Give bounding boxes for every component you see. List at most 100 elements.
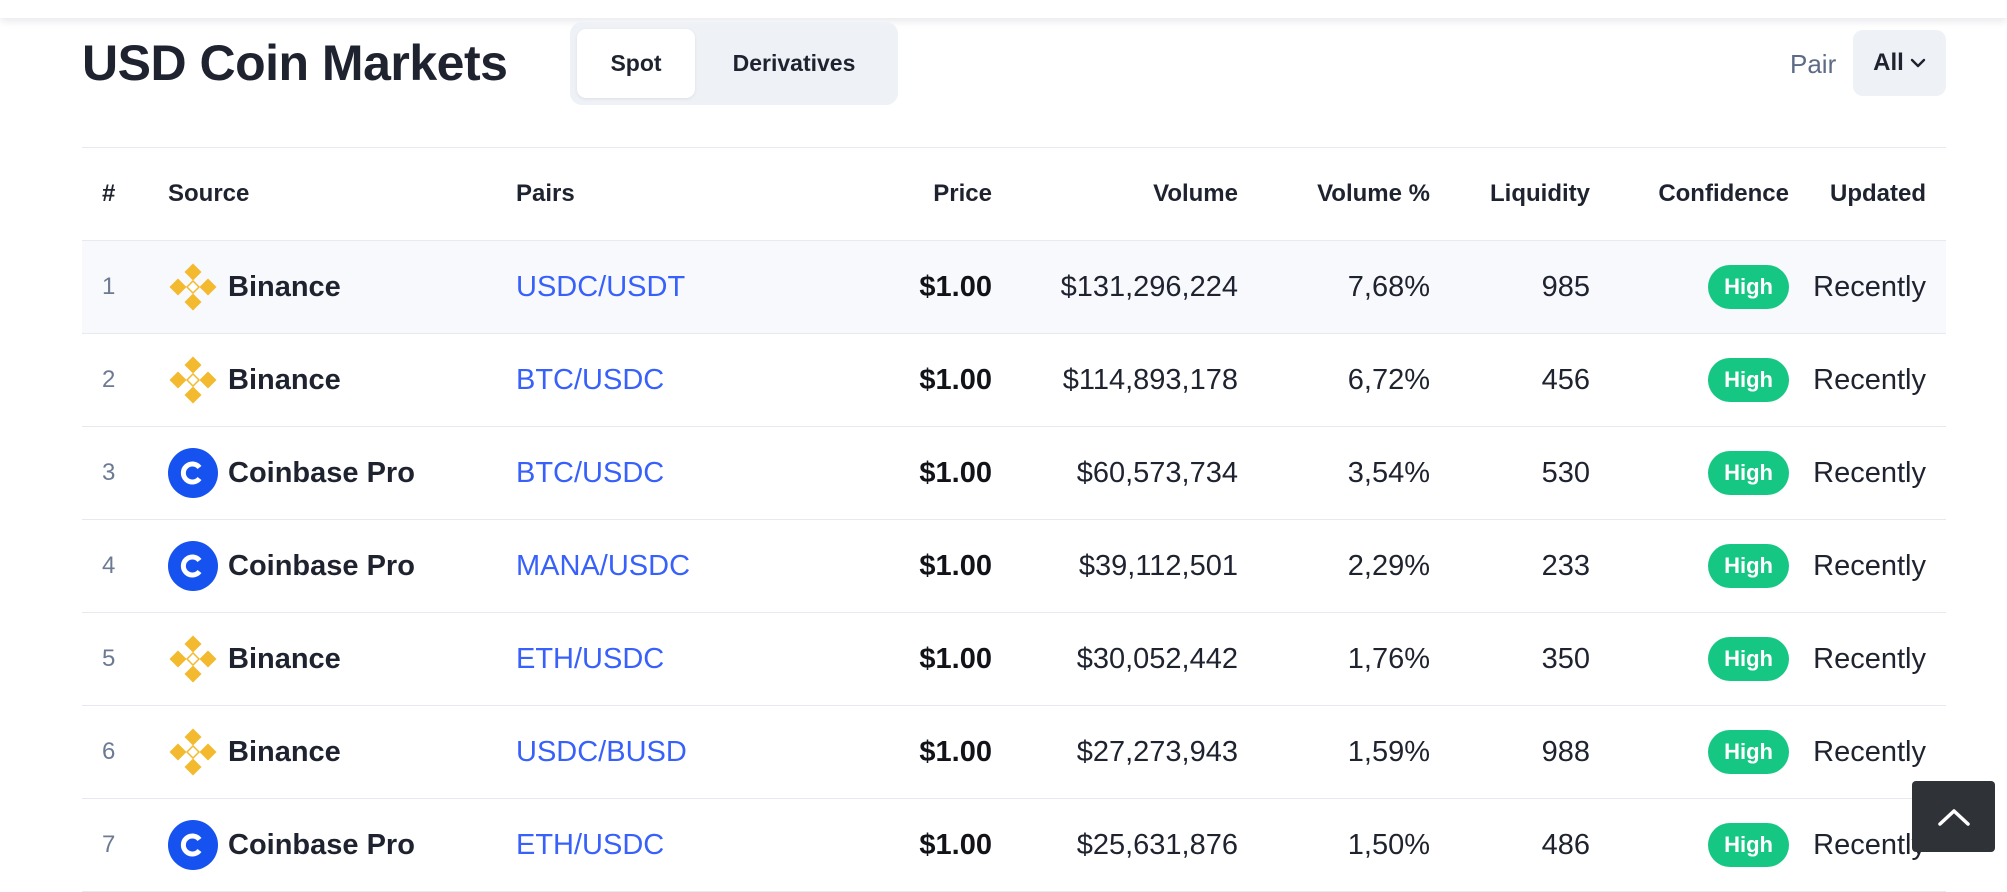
source-name: Coinbase Pro <box>228 828 415 861</box>
pair-link[interactable]: USDC/BUSD <box>516 735 687 768</box>
row-rank: 6 <box>102 738 116 765</box>
row-rank: 2 <box>102 366 116 393</box>
row-source[interactable]: Binance <box>168 334 341 426</box>
source-name: Binance <box>228 642 341 675</box>
row-updated: Recently <box>1813 642 1926 675</box>
row-source[interactable]: Coinbase Pro <box>168 520 415 612</box>
row-volume: $39,112,501 <box>1078 549 1238 582</box>
row-liquidity: 350 <box>1541 642 1590 675</box>
row-liquidity: 233 <box>1541 549 1590 582</box>
column-header-liquidity[interactable]: Liquidity <box>1490 180 1590 207</box>
table-row[interactable]: 6 Binance USDC/BUSD $1.00 $27,273,943 1,59% 98… <box>82 706 1946 799</box>
row-volume: $25,631,876 <box>1076 828 1238 861</box>
pair-link[interactable]: ETH/USDC <box>516 828 665 861</box>
column-header-volume[interactable]: Volume <box>1153 180 1238 207</box>
market-type-toggle: Spot Derivatives <box>570 22 898 105</box>
binance-icon <box>168 355 218 405</box>
row-source[interactable]: Coinbase Pro <box>168 427 415 519</box>
row-volume-percent: 1,59% <box>1347 735 1430 768</box>
pair-link[interactable]: ETH/USDC <box>516 642 665 675</box>
chevron-up-icon <box>1937 808 1970 826</box>
row-liquidity: 486 <box>1541 828 1590 861</box>
row-updated: Recently <box>1813 828 1926 861</box>
row-updated: Recently <box>1813 456 1926 489</box>
tab-derivatives[interactable]: Derivatives <box>732 50 856 76</box>
row-confidence: High <box>1708 613 1789 705</box>
column-header-source[interactable]: Source <box>168 180 250 207</box>
row-updated: Recently <box>1813 549 1926 582</box>
coinbase-icon <box>168 820 218 870</box>
coinbase-icon <box>168 448 218 498</box>
chevron-down-icon <box>1910 58 1926 68</box>
row-confidence: High <box>1708 427 1789 519</box>
top-nav-bar <box>0 0 2007 18</box>
row-liquidity: 988 <box>1541 735 1590 768</box>
row-confidence: High <box>1708 520 1789 612</box>
pair-link[interactable]: BTC/USDC <box>516 456 665 489</box>
confidence-badge: High <box>1708 265 1789 309</box>
row-price: $1.00 <box>919 735 992 768</box>
binance-icon <box>168 262 218 312</box>
row-source[interactable]: Binance <box>168 241 341 333</box>
row-volume-percent: 1,50% <box>1347 828 1430 861</box>
column-header-rank[interactable]: # <box>102 180 116 207</box>
source-name: Coinbase Pro <box>228 456 415 489</box>
source-name: Binance <box>228 270 341 303</box>
confidence-badge: High <box>1708 823 1789 867</box>
row-updated: Recently <box>1813 735 1926 768</box>
row-volume: $114,893,178 <box>1062 363 1238 396</box>
source-name: Coinbase Pro <box>228 549 415 582</box>
row-price: $1.00 <box>919 828 992 861</box>
row-price: $1.00 <box>919 456 992 489</box>
confidence-badge: High <box>1708 730 1789 774</box>
pair-link[interactable]: USDC/USDT <box>516 270 686 303</box>
confidence-badge: High <box>1708 637 1789 681</box>
page-title: USD Coin Markets <box>82 35 508 91</box>
confidence-badge: High <box>1708 358 1789 402</box>
table-row[interactable]: 4 Coinbase Pro MANA/USDC $1.00 $39,112,501 2,… <box>82 520 1946 613</box>
column-header-volume-percent[interactable]: Volume % <box>1317 180 1430 207</box>
scroll-to-top-button[interactable] <box>1912 781 1995 852</box>
row-volume: $131,296,224 <box>1060 270 1238 303</box>
row-liquidity: 456 <box>1541 363 1590 396</box>
table-row[interactable]: 7 Coinbase Pro ETH/USDC $1.00 $25,631,876 1,5… <box>82 799 1946 892</box>
row-price: $1.00 <box>919 642 992 675</box>
table-row[interactable]: 1 Binance USDC/USDT $1.00 $131,296,224 7,68% 9… <box>82 241 1946 334</box>
row-volume-percent: 7,68% <box>1347 270 1430 303</box>
pair-filter-label: Pair <box>1790 49 1837 79</box>
row-updated: Recently <box>1813 363 1926 396</box>
row-volume: $60,573,734 <box>1076 456 1238 489</box>
row-price: $1.00 <box>919 270 992 303</box>
row-volume: $30,052,442 <box>1076 642 1238 675</box>
row-price: $1.00 <box>919 549 992 582</box>
pair-filter-dropdown[interactable]: All <box>1853 30 1946 96</box>
row-volume-percent: 6,72% <box>1347 363 1430 396</box>
row-source[interactable]: Binance <box>168 613 341 705</box>
pair-filter-value: All <box>1873 49 1904 76</box>
row-volume: $27,273,943 <box>1076 735 1238 768</box>
table-header-row: # Source Pairs Price Volume Volume % Liq… <box>82 148 1946 241</box>
confidence-badge: High <box>1708 544 1789 588</box>
column-header-updated[interactable]: Updated <box>1830 180 1926 207</box>
row-confidence: High <box>1708 334 1789 426</box>
column-header-confidence[interactable]: Confidence <box>1658 180 1789 207</box>
table-row[interactable]: 5 Binance ETH/USDC $1.00 $30,052,442 1,76% 350… <box>82 613 1946 706</box>
coinbase-icon <box>168 541 218 591</box>
table-row[interactable]: 3 Coinbase Pro BTC/USDC $1.00 $60,573,734 3,5… <box>82 427 1946 520</box>
column-header-price[interactable]: Price <box>933 180 992 207</box>
row-source[interactable]: Coinbase Pro <box>168 799 415 891</box>
tab-spot[interactable]: Spot <box>577 29 695 98</box>
table-row[interactable]: 2 Binance BTC/USDC $1.00 $114,893,178 6,72% 45… <box>82 334 1946 427</box>
row-volume-percent: 2,29% <box>1347 549 1430 582</box>
source-name: Binance <box>228 735 341 768</box>
row-confidence: High <box>1708 799 1789 891</box>
row-volume-percent: 1,76% <box>1347 642 1430 675</box>
row-rank: 7 <box>102 831 116 858</box>
binance-icon <box>168 634 218 684</box>
column-header-pairs[interactable]: Pairs <box>516 180 575 207</box>
pair-link[interactable]: BTC/USDC <box>516 363 665 396</box>
row-rank: 5 <box>102 645 116 672</box>
row-source[interactable]: Binance <box>168 706 341 798</box>
pair-link[interactable]: MANA/USDC <box>516 549 691 582</box>
row-updated: Recently <box>1813 270 1926 303</box>
